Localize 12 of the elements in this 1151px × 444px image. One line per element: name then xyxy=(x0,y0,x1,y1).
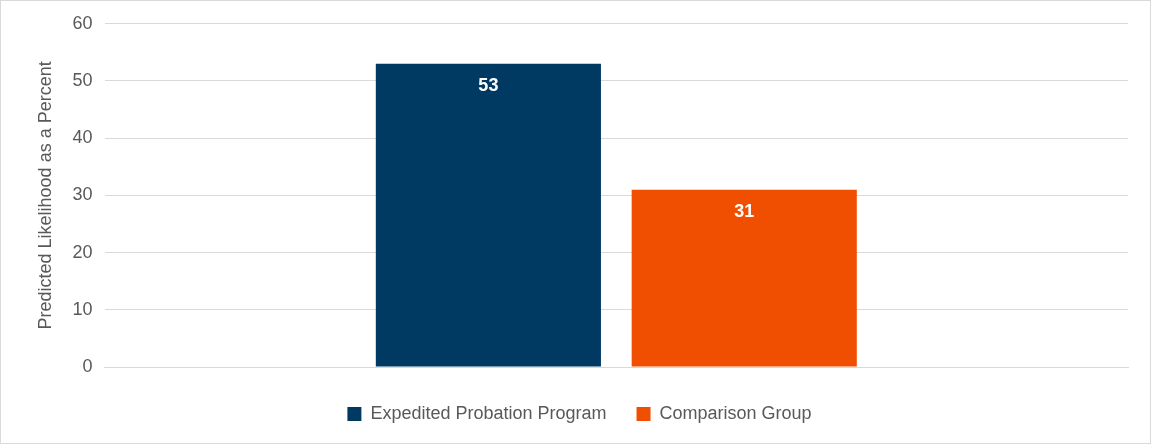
y-axis-title: Predicted Likelihood as a Percent xyxy=(34,61,55,330)
legend-label: Comparison Group xyxy=(659,402,812,423)
data-label: 53 xyxy=(478,74,499,95)
y-tick-label: 0 xyxy=(82,355,93,376)
y-tick-label: 20 xyxy=(72,241,93,262)
y-tick-label: 60 xyxy=(72,12,93,33)
y-tick-label: 50 xyxy=(72,69,93,90)
y-tick-label: 30 xyxy=(72,184,93,205)
data-label: 31 xyxy=(734,200,755,221)
y-tick-label: 40 xyxy=(72,127,93,148)
legend-label: Expedited Probation Program xyxy=(370,402,607,423)
y-tick-label: 10 xyxy=(72,298,93,319)
